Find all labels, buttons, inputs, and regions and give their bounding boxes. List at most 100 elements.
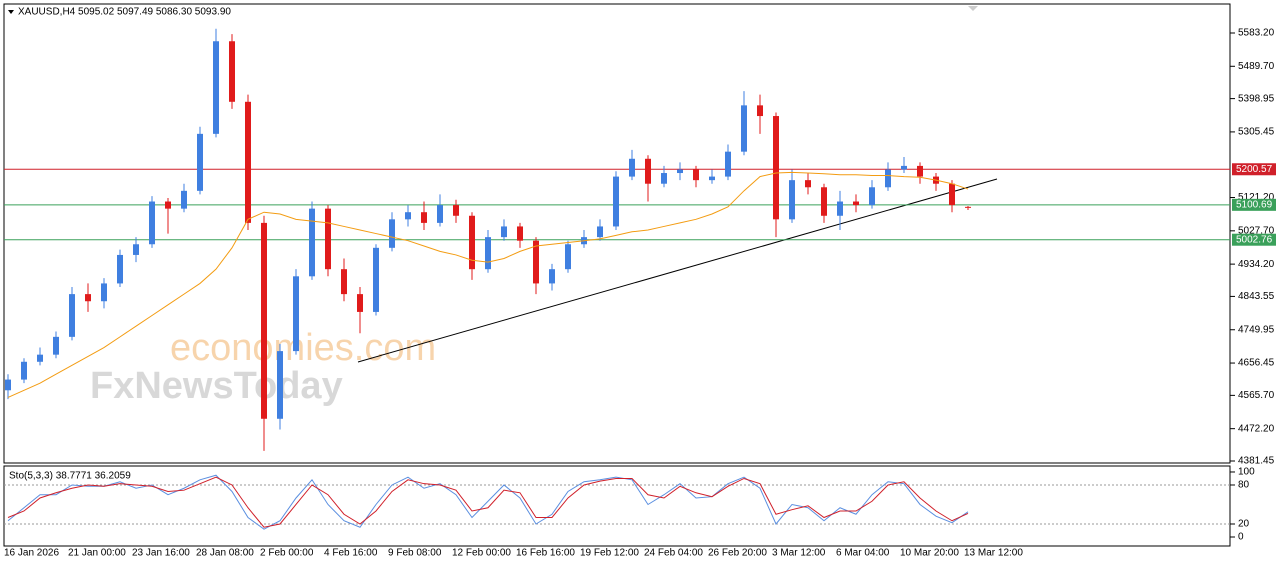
y-tick-label: 5027.70 [1238,225,1275,236]
candle-body [517,226,523,241]
candle-body [725,151,731,177]
main-frame [3,3,1231,464]
candle-body [101,283,107,302]
watermark: economies.com [170,327,436,369]
candle-body [245,101,251,223]
candle-body [117,254,123,284]
candle-body [885,169,891,188]
candle-body [229,41,235,102]
y-tick-label: 100 [1238,467,1255,478]
level-tag [1232,198,1276,211]
x-tick-label: 26 Feb 20:00 [708,548,767,559]
x-tick-label: 12 Feb 00:00 [452,548,511,559]
y-tick-label: 4749.95 [1238,324,1275,335]
candle-body [5,379,11,391]
candle-body [501,226,507,238]
candle-body [293,276,299,352]
x-tick-label: 6 Mar 04:00 [836,548,890,559]
candle-body [197,133,203,191]
x-tick-label: 19 Feb 12:00 [580,548,639,559]
candle-body [485,237,491,270]
x-tick-label: 24 Feb 04:00 [644,548,703,559]
y-tick-label: 4656.45 [1238,358,1275,369]
x-tick-label: 13 Mar 12:00 [964,548,1023,559]
candle-body [469,215,475,270]
candle-body [453,205,459,216]
stoch-title: Sto(5,3,3) 38.7771 36.2059 [9,471,131,482]
moving-average [7,171,969,398]
x-tick-label: 23 Jan 16:00 [132,548,190,559]
x-tick-label: 28 Jan 08:00 [196,548,254,559]
level-label: 5200.57 [1236,164,1273,175]
candle-body [789,180,795,220]
y-tick-label: 20 [1238,519,1250,530]
candle-body [325,208,331,270]
candle-body [917,165,923,177]
level-label: 5100.69 [1236,199,1273,210]
x-tick-label: 4 Feb 16:00 [324,548,378,559]
chart-title: XAUUSD,H4 5095.02 5097.49 5086.30 5093.9… [18,7,231,18]
candle-body [405,212,411,220]
candle-body [21,361,27,380]
candle-body [261,222,267,419]
x-tick-label: 2 Feb 00:00 [260,548,314,559]
menu-arrow [8,10,14,14]
x-tick-label: 16 Jan 2026 [4,548,59,559]
candle-body [181,190,187,209]
candle-body [693,169,699,181]
candle-body [357,294,363,312]
stoch-line [7,476,969,528]
scroll-marker [968,6,978,11]
candle-body [277,351,283,419]
candle-body [389,219,395,248]
stoch-frame [3,465,1231,547]
candle-body [133,244,139,255]
candle-body [549,269,555,284]
candle-body [741,105,747,152]
candle-body [773,116,779,220]
y-tick-label: 4565.70 [1238,390,1275,401]
candle-body [533,240,539,284]
candle-body [965,206,971,208]
candle-body [213,41,219,134]
level-tag [1232,163,1276,176]
candle-body [805,180,811,188]
candle-body [645,158,651,184]
candle-body [613,176,619,227]
watermark: FxNewsToday [90,365,343,407]
candle-body [565,244,571,270]
candle-body [309,208,315,277]
candle-body [629,158,635,177]
y-tick-label: 0 [1238,532,1244,543]
candle-body [85,294,91,302]
y-tick-label: 5398.95 [1238,93,1275,104]
candle-body [165,201,171,209]
level-label: 5002.76 [1236,234,1273,245]
stoch-line [7,474,969,530]
y-tick-label: 5305.45 [1238,127,1275,138]
trend-line [357,178,998,363]
y-tick-label: 5121.20 [1238,192,1275,203]
level-tag [1232,233,1276,246]
x-tick-label: 16 Feb 16:00 [516,548,575,559]
y-tick-label: 80 [1238,480,1250,491]
candle-body [757,105,763,117]
x-tick-label: 3 Mar 12:00 [772,548,826,559]
candle-body [421,212,427,223]
candle-body [149,201,155,245]
candle-body [373,247,379,312]
candle-body [677,169,683,174]
candle-body [69,294,75,337]
candle-body [869,187,875,206]
x-tick-label: 9 Feb 08:00 [388,548,442,559]
candle-body [709,176,715,181]
candle-body [437,205,443,223]
candle-body [949,183,955,206]
y-tick-label: 4472.20 [1238,423,1275,434]
candle-body [597,226,603,238]
y-tick-label: 4843.55 [1238,291,1275,302]
candle-body [821,187,827,216]
candle-body [341,269,347,295]
x-tick-label: 21 Jan 00:00 [68,548,126,559]
